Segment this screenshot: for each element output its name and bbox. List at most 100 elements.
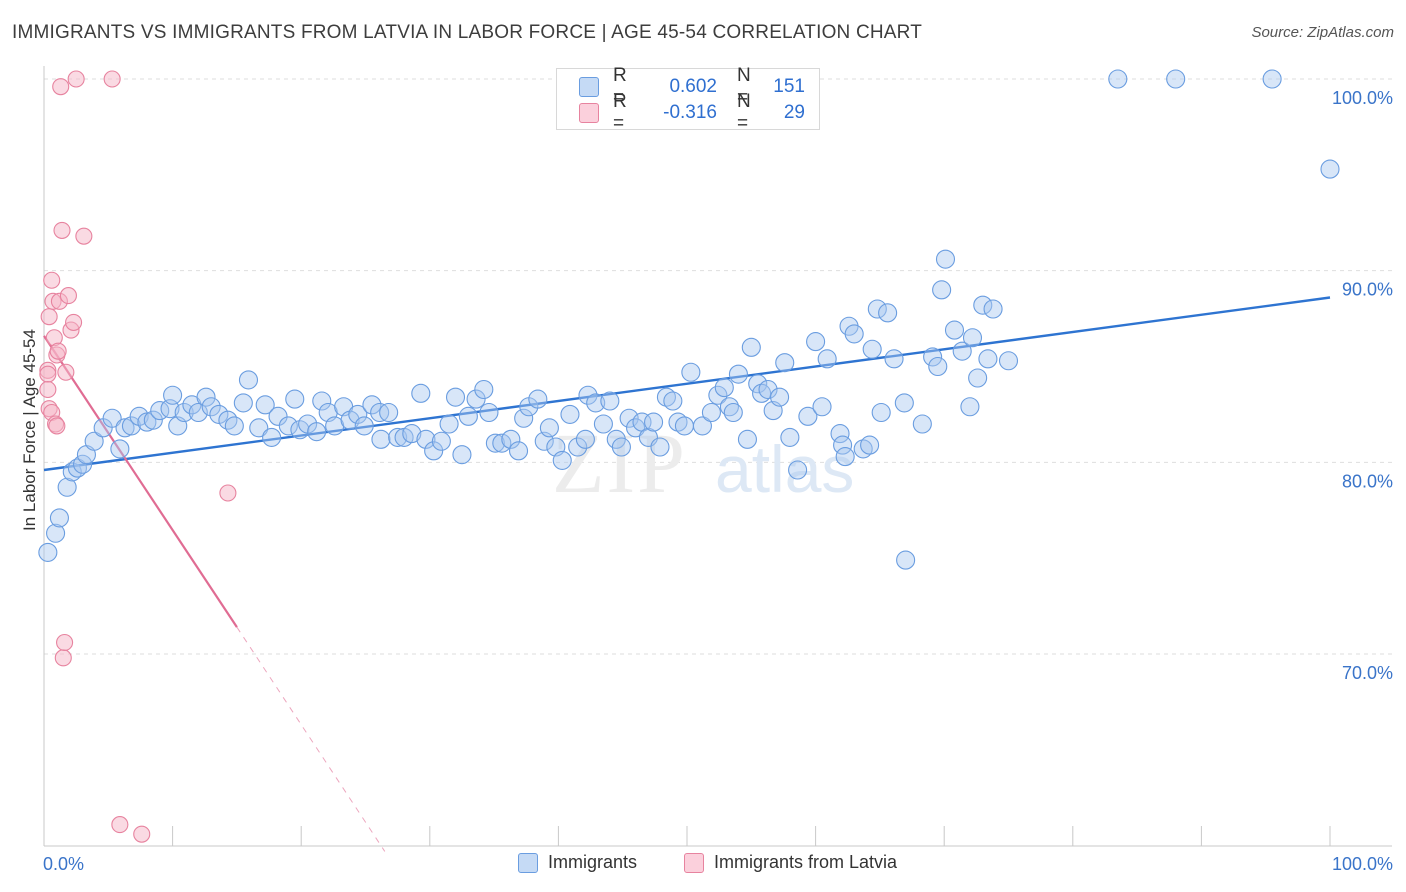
immigrants-point <box>402 424 422 444</box>
immigrants-point <box>137 412 157 432</box>
immigrants-point <box>723 402 743 423</box>
immigrants-point <box>770 387 790 407</box>
trend-lines <box>43 296 1331 852</box>
immigrants-point <box>758 379 778 400</box>
immigrants-point <box>201 397 221 417</box>
immigrants-point <box>424 441 444 461</box>
latvia-point <box>75 227 93 245</box>
immigrants-point <box>884 349 904 369</box>
immigrants-point <box>1320 159 1340 179</box>
immigrants-point <box>928 356 948 377</box>
y-tick-label: 100.0% <box>1332 88 1393 108</box>
immigrants-point <box>780 427 800 447</box>
immigrants-point <box>188 402 208 423</box>
immigrants-point <box>233 393 253 413</box>
immigrants-point <box>681 362 701 382</box>
immigrants-point <box>416 429 436 449</box>
immigrants-point <box>268 406 288 426</box>
immigrants-point <box>458 406 478 426</box>
x-tick-label: 100.0% <box>1332 854 1393 874</box>
immigrants-point <box>978 349 998 369</box>
immigrants-point <box>560 404 580 424</box>
immigrants-point <box>514 408 534 428</box>
watermark-zip: ZIP <box>552 415 687 511</box>
immigrants-point <box>307 422 327 442</box>
immigrants-point <box>174 402 194 423</box>
immigrants-point <box>452 445 472 465</box>
immigrants-point <box>110 439 130 459</box>
immigrants-point <box>431 431 451 451</box>
immigrants-point <box>728 364 748 384</box>
immigrants-point <box>1262 69 1282 89</box>
r-label: R = <box>613 91 627 134</box>
axes <box>43 66 1392 847</box>
immigrants-point <box>255 395 275 415</box>
immigrants-point <box>935 249 956 269</box>
immigrants-point <box>73 454 93 474</box>
immigrants-point <box>600 391 620 411</box>
immigrants-point <box>674 416 694 436</box>
immigrants-point <box>960 397 980 417</box>
immigrants-point <box>998 351 1019 371</box>
immigrants-point <box>737 429 757 449</box>
immigrants-point <box>348 404 368 424</box>
series-legend: Immigrants Immigrants from Latvia <box>0 852 1406 878</box>
immigrants-point <box>912 414 932 434</box>
latvia-trend-extension <box>236 626 386 852</box>
latvia-point <box>65 313 83 331</box>
tick-labels: 100.0% 90.0% 80.0% 70.0% 0.0% 100.0% <box>43 88 1393 874</box>
latvia-point <box>111 816 129 834</box>
gridlines <box>44 78 1392 655</box>
immigrants-point <box>479 402 499 423</box>
immigrants-swatch <box>518 852 538 873</box>
immigrants-point <box>249 418 269 438</box>
legend-item-latvia[interactable]: Immigrants from Latvia <box>684 852 897 873</box>
immigrants-swatch <box>579 77 599 97</box>
immigrants-point <box>84 431 104 451</box>
immigrants-point <box>944 320 965 340</box>
immigrants-point <box>593 414 613 434</box>
immigrants-point <box>741 337 761 357</box>
immigrants-trend-line <box>43 296 1331 472</box>
latvia-point <box>54 649 72 667</box>
immigrants-point <box>844 324 864 344</box>
latvia-point <box>43 271 61 289</box>
immigrants-point <box>568 437 588 457</box>
immigrants-point <box>817 349 837 369</box>
immigrants-point <box>411 383 431 403</box>
legend-label: Immigrants from Latvia <box>714 852 898 872</box>
latvia-point <box>219 484 237 502</box>
immigrants-point <box>894 393 914 413</box>
latvia-point <box>57 363 75 381</box>
latvia-point <box>52 78 70 96</box>
y-axis-label-wrap: In Labor Force | Age 45-54 <box>18 280 42 580</box>
immigrants-point <box>806 332 826 352</box>
n-label: N = <box>737 91 751 134</box>
immigrants-point <box>102 408 122 428</box>
n-value: 151 <box>773 76 805 97</box>
immigrants-point <box>115 418 135 438</box>
immigrants-point <box>973 295 993 315</box>
stats-legend: R = 0.602 N = 151 R = -0.316 N = 29 <box>556 65 820 134</box>
immigrants-point <box>575 429 595 449</box>
immigrants-point <box>1108 69 1128 89</box>
immigrants-point <box>968 368 988 388</box>
immigrants-point <box>528 389 548 409</box>
latvia-point <box>133 825 151 843</box>
immigrants-point <box>290 420 310 440</box>
n-label: N = <box>737 65 751 108</box>
immigrants-point <box>362 395 382 415</box>
immigrants-point <box>812 397 832 417</box>
immigrants-point <box>508 441 529 461</box>
x-tick-label: 0.0% <box>43 854 84 874</box>
immigrants-point <box>578 385 598 405</box>
latvia-point <box>48 417 66 435</box>
legend-item-immigrants[interactable]: Immigrants <box>518 852 637 873</box>
immigrants-point <box>340 410 360 430</box>
immigrants-point <box>278 416 298 436</box>
chart-title: IMMIGRANTS VS IMMIGRANTS FROM LATVIA IN … <box>12 22 923 43</box>
immigrants-point <box>67 458 87 478</box>
immigrants-point <box>830 424 850 444</box>
immigrants-point <box>952 341 972 361</box>
